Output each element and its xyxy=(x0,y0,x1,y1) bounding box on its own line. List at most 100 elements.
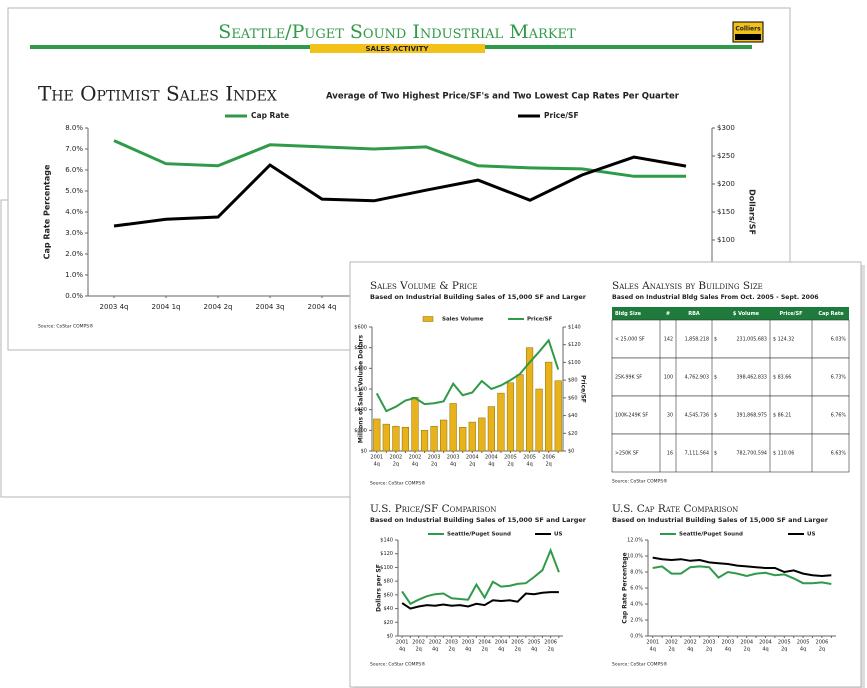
y-tick-label: 6.0% xyxy=(65,166,83,174)
x-tick-label: 2003 xyxy=(703,640,716,646)
table-cell: $ 83.66 xyxy=(773,375,791,381)
y2-tick-label: $20 xyxy=(568,431,578,437)
table-cell: $ xyxy=(714,451,717,457)
y2-axis-label: Dollars/SF xyxy=(748,189,757,235)
bar xyxy=(401,426,410,452)
y2-tick-label: $150 xyxy=(717,208,735,216)
x-tick-label: 2q xyxy=(819,647,825,653)
table-cell: 391,868,975 xyxy=(736,413,767,419)
table-cell: 6.73% xyxy=(831,375,847,381)
y-tick-label: 2.0% xyxy=(630,618,643,624)
x-tick-label: 2003 xyxy=(722,640,735,646)
y-tick-label: $120 xyxy=(380,551,393,557)
x-tick-label: 2q xyxy=(469,462,475,468)
x-tick-label: 2q xyxy=(448,647,454,653)
x-tick-label: 4q xyxy=(450,462,456,468)
y-tick-label: 1.0% xyxy=(65,271,83,279)
line xyxy=(401,547,560,606)
legend-label: Price/SF xyxy=(527,317,553,323)
chart-title: U.S. Cap Rate Comparison xyxy=(612,503,738,515)
y-tick-label: 2.0% xyxy=(65,250,83,258)
table-cell: 30 xyxy=(667,413,673,419)
x-tick-label: 2003 xyxy=(445,640,458,646)
bar xyxy=(449,403,457,452)
y-tick-label: $140 xyxy=(380,538,393,544)
y2-tick-label: $100 xyxy=(568,360,581,366)
chart-subtitle: Based on Industrial Building Sales of 15… xyxy=(370,516,587,524)
x-tick-label: 4q xyxy=(800,647,806,653)
x-tick-label: 2002 xyxy=(390,455,403,461)
bar xyxy=(487,406,495,452)
bar xyxy=(392,425,400,452)
x-tick-label: 4q xyxy=(465,647,471,653)
y-tick-label: $60 xyxy=(383,592,393,598)
table-cell: 100K-249K SF xyxy=(615,413,648,419)
x-tick-label: 2003 4q xyxy=(100,303,129,311)
x-tick-label: 2006 xyxy=(544,640,557,646)
line xyxy=(652,565,832,585)
x-tick-label: 4q xyxy=(432,647,438,653)
y-tick-label: $600 xyxy=(354,325,367,331)
x-tick-label: 2004 1q xyxy=(152,303,181,311)
table-cell: 16 xyxy=(667,451,673,457)
x-tick-label: 2q xyxy=(415,647,421,653)
y-tick-label: 8.0% xyxy=(630,570,643,576)
table-cell: $ xyxy=(714,375,717,381)
line xyxy=(401,591,559,610)
y2-tick-label: $250 xyxy=(717,152,735,160)
y-tick-label: $80 xyxy=(383,579,393,585)
bar xyxy=(545,361,553,452)
legend-label: Cap Rate xyxy=(251,111,289,120)
x-tick-label: 2004 xyxy=(485,455,498,461)
column-header: Bldg Size xyxy=(615,311,642,317)
x-tick-label: 2004 xyxy=(478,640,491,646)
x-tick-label: 4q xyxy=(762,647,768,653)
y-tick-label: 3.0% xyxy=(65,229,83,237)
y-tick-label: 8.0% xyxy=(65,124,83,132)
x-tick-label: 2q xyxy=(545,462,551,468)
bar xyxy=(440,419,448,452)
chart-title: Sales Volume & Price xyxy=(370,280,478,292)
size-table: Sales Analysis by Building Size Based on … xyxy=(611,280,850,485)
y-tick-label: $40 xyxy=(383,606,393,612)
bar xyxy=(420,430,429,452)
y-tick-label: $100 xyxy=(354,428,367,434)
x-tick-label: 2q xyxy=(744,647,750,653)
y2-tick-label: $120 xyxy=(568,342,581,348)
x-tick-label: 2q xyxy=(706,647,712,653)
y2-axis-label: Price/SF xyxy=(580,375,587,403)
table-cell: 6.03% xyxy=(831,337,847,343)
x-tick-label: 2003 xyxy=(462,640,475,646)
table-source: Source: CoStar COMPS® xyxy=(612,478,668,485)
x-tick-label: 4q xyxy=(531,647,537,653)
x-tick-label: 2q xyxy=(393,462,399,468)
x-tick-label: 2004 4q xyxy=(308,303,337,311)
y-tick-label: 10.0% xyxy=(627,554,643,560)
table-subtitle: Based on Industrial Bldg Sales From Oct.… xyxy=(612,294,819,301)
x-tick-label: 2q xyxy=(431,462,437,468)
y-tick-label: $20 xyxy=(383,620,393,626)
table-header-bg xyxy=(612,307,849,320)
y-tick-label: 0.0% xyxy=(65,292,83,300)
legend-label: Price/SF xyxy=(544,111,579,120)
x-tick-label: 4q xyxy=(488,462,494,468)
table-cell: 4,545,736 xyxy=(685,413,709,419)
x-tick-label: 2002 xyxy=(429,640,442,646)
table-cell: $ 124.32 xyxy=(773,337,794,343)
table-cell: < 25,000 SF xyxy=(615,337,645,343)
x-tick-label: 2004 3q xyxy=(256,303,285,311)
y-axis-label: Dollars per SF xyxy=(376,564,383,612)
table-cell: 4,762,903 xyxy=(685,375,709,381)
x-tick-label: 2004 xyxy=(740,640,753,646)
x-tick-label: 2001 xyxy=(646,640,659,646)
bar xyxy=(506,382,515,452)
bar xyxy=(497,392,505,452)
bar xyxy=(411,397,419,452)
x-tick-label: 2005 xyxy=(778,640,791,646)
chart-subtitle: Average of Two Highest Price/SF's and Tw… xyxy=(326,92,680,102)
line xyxy=(652,556,832,578)
chart-title: The Optimist Sales Index xyxy=(38,82,277,106)
